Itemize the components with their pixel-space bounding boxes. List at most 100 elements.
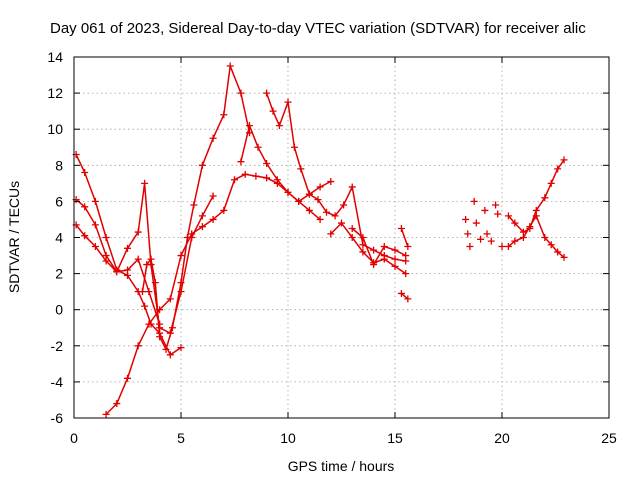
- data-point: [323, 208, 331, 216]
- data-point: [102, 410, 110, 418]
- data-point: [541, 234, 549, 241]
- series-track-k: [397, 289, 412, 303]
- data-point: [391, 262, 399, 270]
- data-point: [511, 219, 519, 227]
- x-tick-label: 20: [494, 430, 510, 446]
- data-point: [305, 190, 313, 198]
- series-track-j: [397, 224, 412, 251]
- x-tick-label: 0: [70, 430, 78, 446]
- x-tick-label: 25: [601, 430, 617, 446]
- series-line: [400, 292, 409, 300]
- data-point: [81, 169, 89, 177]
- data-point: [113, 400, 121, 408]
- data-point: [188, 230, 196, 238]
- data-point: [183, 234, 191, 241]
- data-point: [314, 196, 322, 204]
- data-point: [102, 257, 110, 265]
- y-tick-label: -4: [51, 374, 64, 390]
- data-point: [391, 255, 399, 263]
- data-point: [290, 143, 298, 151]
- data-point: [504, 212, 512, 220]
- data-point: [254, 143, 262, 151]
- data-point: [560, 156, 568, 164]
- series-track-d: [102, 170, 324, 418]
- data-point: [470, 197, 478, 205]
- series-line: [240, 123, 332, 203]
- data-point: [494, 210, 502, 218]
- y-tick-label: 14: [47, 49, 63, 65]
- data-point: [380, 243, 388, 251]
- data-point: [472, 219, 480, 227]
- data-point: [134, 255, 142, 263]
- data-point: [245, 122, 253, 130]
- y-tick-label: 8: [55, 157, 63, 173]
- data-point: [134, 228, 142, 236]
- series-line: [507, 214, 565, 258]
- data-point: [168, 324, 176, 332]
- data-point: [519, 234, 527, 241]
- series-track-a: [72, 150, 185, 359]
- series-track-f: [237, 122, 335, 205]
- data-point: [284, 98, 292, 106]
- data-point: [526, 223, 534, 231]
- y-tick-label: 4: [55, 230, 63, 246]
- data-point: [402, 252, 410, 260]
- x-tick-label: 15: [387, 430, 403, 446]
- data-point: [252, 172, 260, 180]
- data-point: [348, 224, 356, 232]
- x-tick-labels: 0 5 10 15 20 25: [70, 430, 617, 446]
- data-point: [492, 201, 500, 209]
- data-point: [359, 234, 367, 241]
- y-tick-label: 2: [55, 266, 63, 282]
- data-point: [91, 197, 99, 205]
- data-point: [91, 221, 99, 229]
- data-point: [340, 201, 348, 209]
- data-point: [370, 261, 378, 269]
- y-tick-labels: -6 -4 -2 0 2 4 6 8 10 12 14: [47, 49, 63, 426]
- data-point: [269, 107, 277, 115]
- data-point: [273, 176, 281, 184]
- data-point: [113, 268, 121, 276]
- axis-ticks: [73, 56, 610, 419]
- data-point: [547, 179, 555, 187]
- series-track-c: [72, 179, 217, 337]
- data-point: [560, 253, 568, 261]
- data-point: [162, 345, 170, 353]
- data-point: [466, 243, 474, 251]
- data-point: [359, 248, 367, 256]
- data-point: [295, 197, 303, 205]
- series-track-l: [462, 197, 506, 251]
- data-point: [151, 279, 159, 287]
- data-point: [237, 89, 245, 97]
- data-point: [141, 179, 149, 187]
- data-point: [541, 194, 549, 202]
- data-point: [177, 279, 185, 287]
- data-point: [220, 206, 228, 214]
- data-point: [237, 158, 245, 166]
- data-point: [402, 270, 410, 278]
- plot-frame: [73, 56, 610, 419]
- data-point: [263, 174, 271, 182]
- data-point: [138, 288, 146, 296]
- data-point: [348, 183, 356, 191]
- data-point: [124, 266, 131, 274]
- series-line: [265, 92, 406, 262]
- data-point: [198, 212, 206, 220]
- y-tick-label: 0: [55, 302, 63, 318]
- data-point: [91, 243, 99, 251]
- series-line: [75, 154, 182, 356]
- data-point: [209, 215, 217, 223]
- data-point: [487, 237, 495, 245]
- data-point: [511, 237, 519, 245]
- series-track-h: [327, 219, 410, 278]
- data-point: [145, 320, 153, 328]
- y-tick-label: 12: [47, 85, 63, 101]
- data-point: [145, 288, 153, 296]
- data-point: [397, 224, 405, 232]
- data-point: [483, 230, 491, 238]
- data-point: [124, 374, 131, 382]
- data-point: [305, 206, 313, 214]
- data-point: [532, 212, 540, 220]
- data-point: [554, 248, 562, 256]
